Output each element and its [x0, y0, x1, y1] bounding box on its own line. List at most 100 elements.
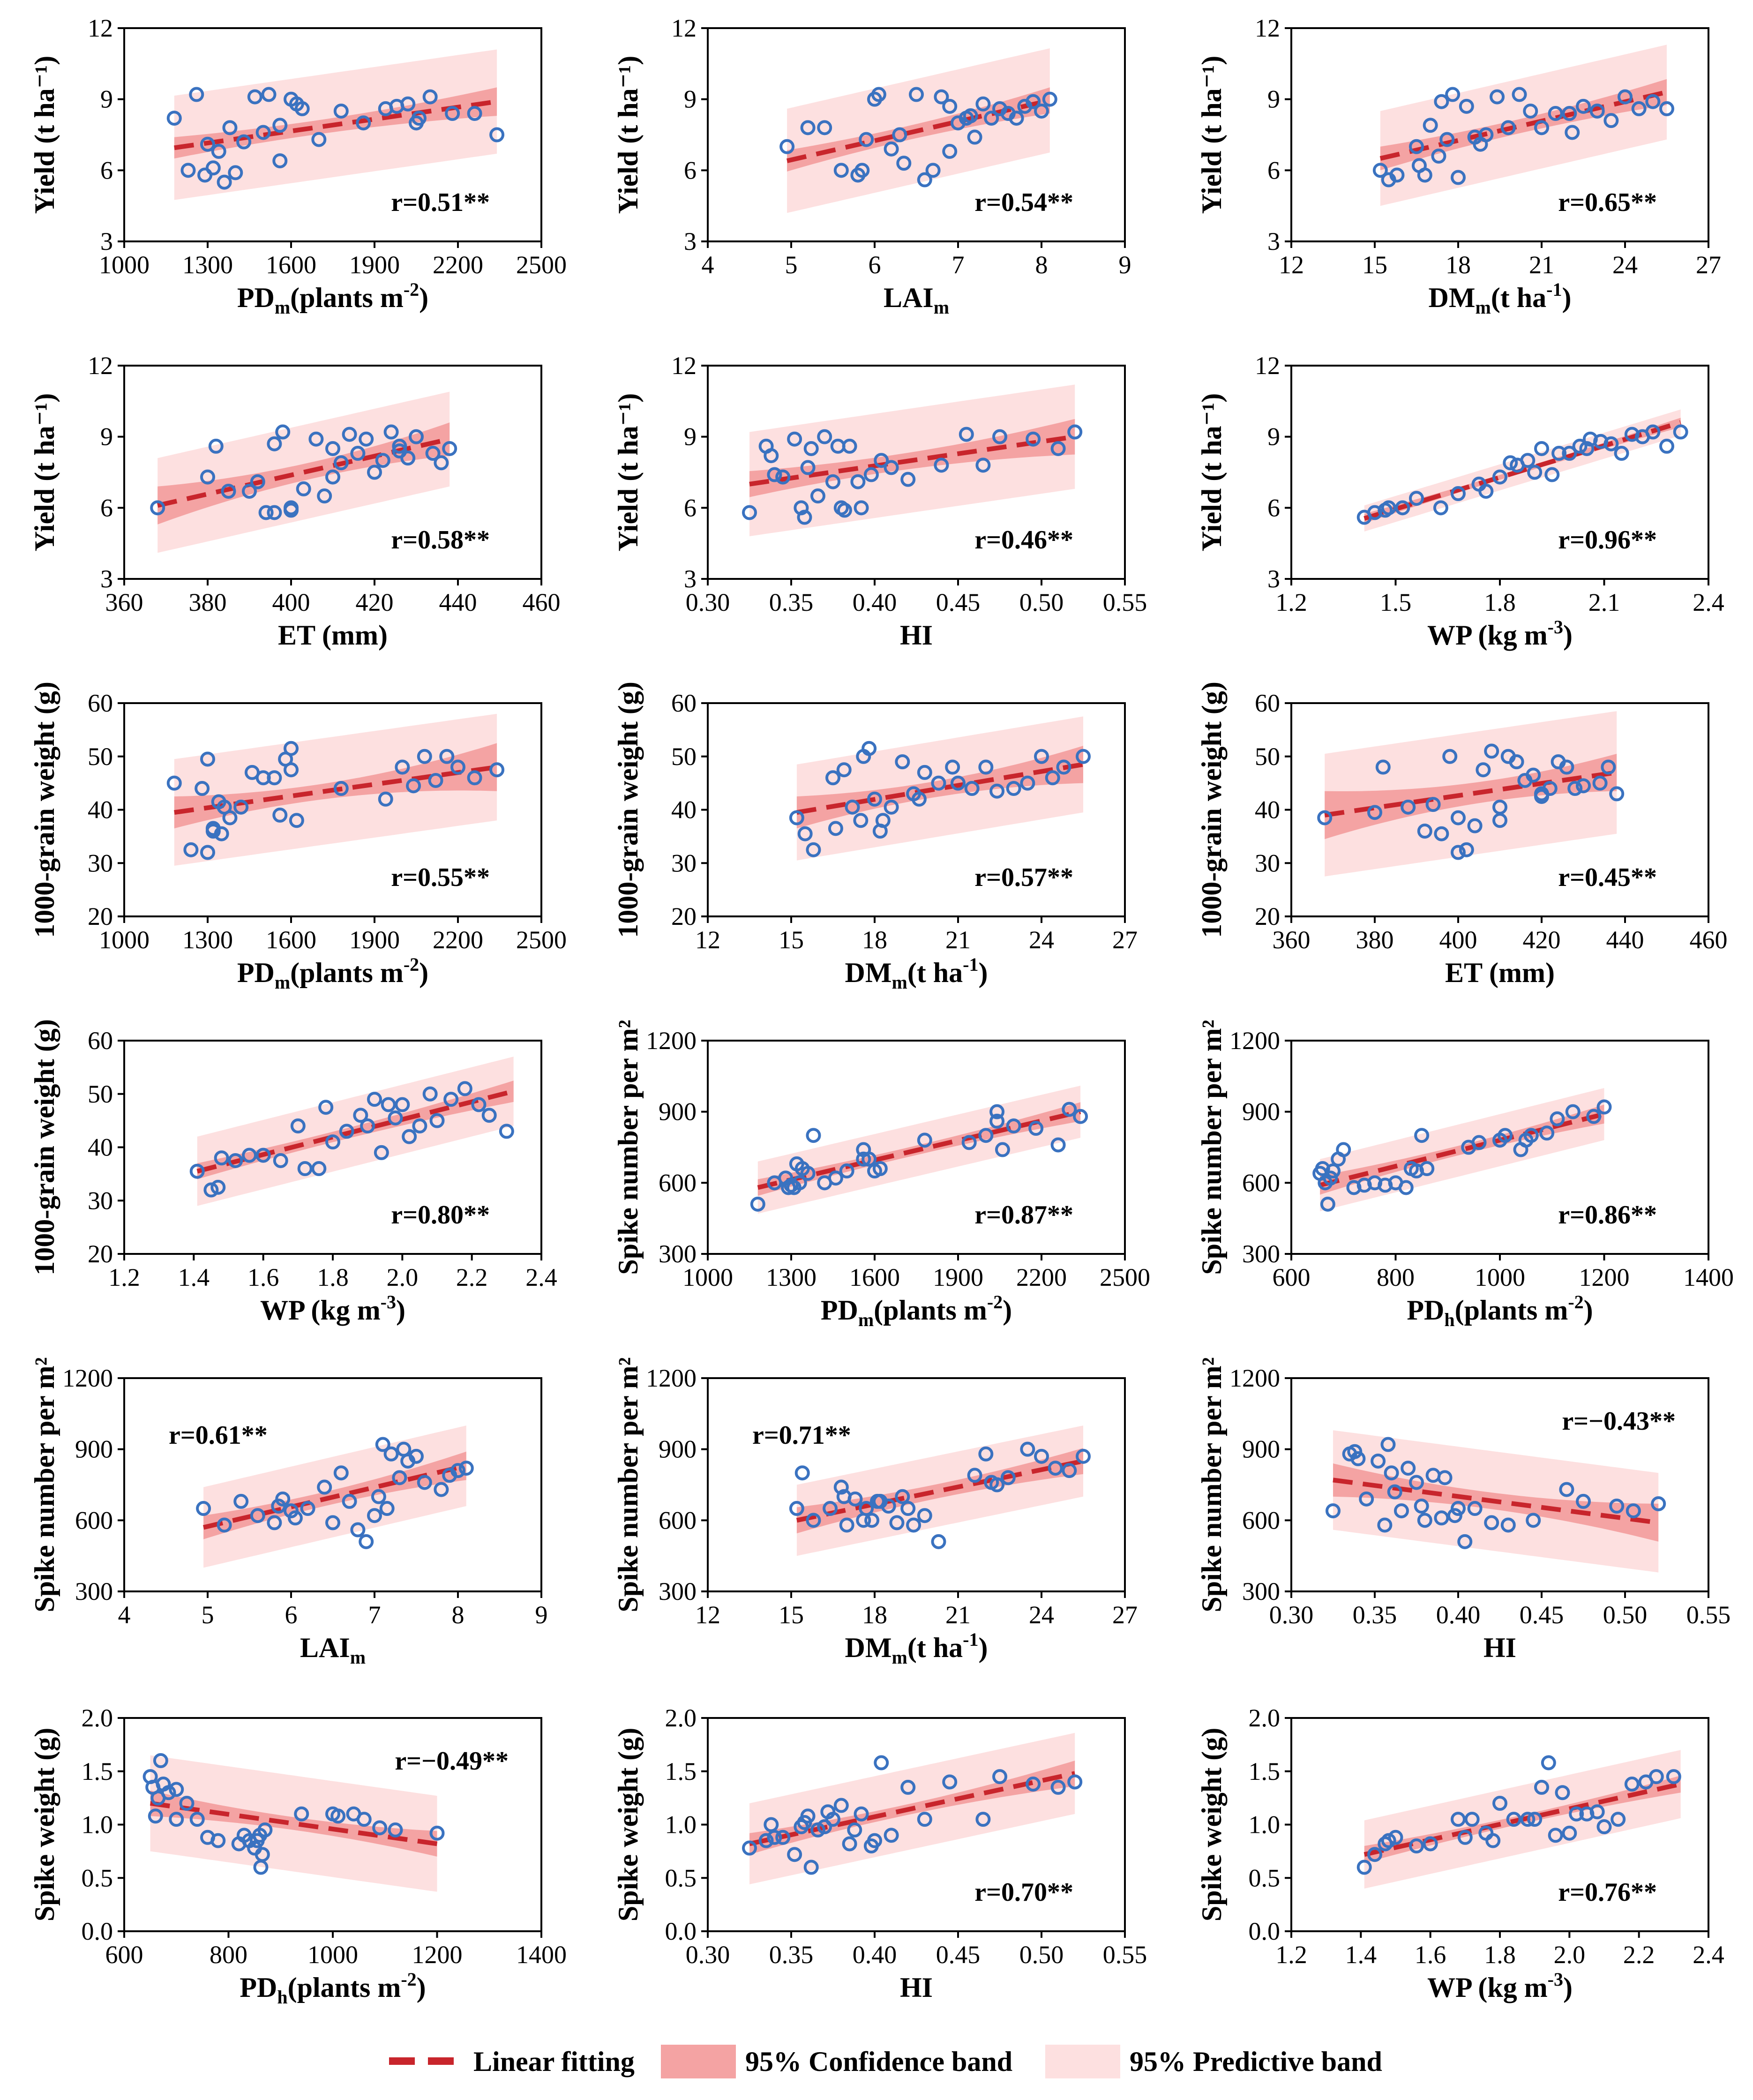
- x-tick-label: 0.30: [686, 1941, 730, 1969]
- data-point: [272, 153, 288, 169]
- x-tick-label: 1.2: [108, 1263, 140, 1291]
- data-point: [945, 759, 960, 775]
- x-tick-label: 0.50: [1603, 1601, 1648, 1629]
- data-point: [169, 1782, 184, 1797]
- x-label-end: ): [978, 957, 988, 988]
- data-point: [896, 156, 912, 171]
- x-tick-label: 1.4: [178, 1263, 210, 1291]
- data-point: [317, 1479, 332, 1495]
- x-tick-label: 1.2: [1275, 1941, 1307, 1969]
- x-label-sub: m: [1475, 297, 1491, 318]
- x-label-main: PD: [1407, 1295, 1444, 1326]
- x-tick-label: 2200: [1016, 1263, 1067, 1291]
- x-label-main: ET (mm): [1445, 957, 1555, 988]
- data-point: [1006, 781, 1021, 796]
- x-tick-label: 2500: [516, 251, 567, 279]
- data-point: [1317, 810, 1333, 825]
- correlation-label: r=0.61**: [169, 1421, 268, 1450]
- y-tick-label: 600: [659, 1506, 697, 1534]
- y-tick-label: 900: [75, 1435, 113, 1463]
- data-point: [1509, 754, 1524, 770]
- x-tick-label: 440: [439, 588, 477, 616]
- data-point: [236, 134, 252, 150]
- x-tick-label: 0.55: [1103, 1941, 1147, 1969]
- x-tick-label: 0.55: [1686, 1601, 1731, 1629]
- y-tick-label: 60: [88, 1027, 113, 1055]
- data-point: [442, 441, 457, 456]
- x-tick-label: 600: [1273, 1263, 1311, 1291]
- x-tick-label: 1900: [933, 1263, 983, 1291]
- data-point: [1624, 1777, 1640, 1792]
- y-tick-label: 1.5: [1249, 1757, 1281, 1785]
- y-tick-label: 900: [1242, 1435, 1280, 1463]
- data-point: [1350, 1451, 1366, 1466]
- data-point: [233, 799, 249, 815]
- y-tick-label: 300: [75, 1577, 113, 1605]
- x-tick-label: 4: [118, 1601, 131, 1629]
- y-tick-label: 2.0: [1249, 1704, 1281, 1732]
- data-point: [289, 813, 304, 828]
- x-tick-label: 2.4: [1693, 1941, 1724, 1969]
- x-label-end: ): [396, 1295, 405, 1326]
- data-point: [856, 1151, 871, 1167]
- data-point: [222, 120, 238, 135]
- data-point: [1645, 94, 1661, 109]
- data-point: [325, 469, 340, 485]
- data-point: [1451, 170, 1466, 185]
- data-point: [1356, 1860, 1372, 1875]
- x-label-sup: -2: [987, 1291, 1003, 1312]
- x-label-main: PD: [240, 1972, 277, 2003]
- y-tick-label: 1200: [646, 1364, 697, 1392]
- data-point: [222, 810, 238, 825]
- data-point: [367, 1508, 382, 1523]
- x-axis-label: DMm(t ha-1): [1429, 279, 1572, 318]
- data-point: [1503, 455, 1518, 471]
- chart-panel-10: 1.2 1.4 1.6 1.8 2.0 2.2 2.4 20 30 40 50 60 WP (kg m-…: [29, 1019, 557, 1326]
- data-point: [1434, 94, 1449, 109]
- y-tick-label: 1200: [1229, 1364, 1280, 1392]
- data-point: [200, 136, 215, 152]
- data-point: [789, 810, 804, 825]
- x-tick-label: 0.55: [1103, 588, 1147, 616]
- data-point: [1403, 1161, 1419, 1176]
- correlation-label: r=0.46**: [974, 525, 1073, 555]
- data-point: [383, 424, 399, 440]
- data-point: [800, 460, 816, 475]
- data-point: [951, 775, 966, 791]
- y-tick-label: 1.0: [665, 1811, 697, 1839]
- data-point: [1541, 1755, 1556, 1770]
- correlation-label: r=0.57**: [974, 863, 1073, 892]
- data-point: [287, 1510, 303, 1526]
- data-point: [789, 1501, 804, 1516]
- data-point: [964, 781, 980, 796]
- data-point: [481, 1108, 497, 1123]
- data-point: [1592, 775, 1608, 791]
- data-point: [839, 1517, 854, 1533]
- x-tick-label: 15: [1362, 251, 1387, 279]
- data-point: [1548, 1828, 1563, 1843]
- data-point: [1377, 1517, 1393, 1533]
- data-point: [409, 115, 424, 131]
- x-tick-label: 18: [862, 1601, 887, 1629]
- data-point: [1437, 1470, 1453, 1485]
- data-point: [1562, 446, 1577, 461]
- x-tick-label: 1300: [182, 251, 233, 279]
- fit-line: [1333, 1478, 1659, 1525]
- data-point: [166, 775, 182, 791]
- data-point: [1611, 1812, 1626, 1827]
- y-tick-label: 900: [659, 1435, 697, 1463]
- x-tick-label: 1.8: [317, 1263, 349, 1291]
- x-label-main: DM: [845, 957, 892, 988]
- x-axis-label: WP (kg m-3): [1427, 1969, 1573, 2003]
- y-tick-label: 3: [684, 227, 697, 255]
- data-point: [1467, 1501, 1483, 1516]
- data-point: [862, 741, 877, 756]
- data-point: [1551, 446, 1567, 461]
- data-point: [388, 1822, 403, 1838]
- x-label-main: DM: [845, 1632, 892, 1663]
- legend-fit-label: Linear fitting: [473, 2046, 635, 2077]
- data-point: [1388, 1175, 1403, 1191]
- data-point: [250, 1508, 265, 1523]
- data-point: [378, 791, 393, 807]
- data-point: [992, 1769, 1007, 1785]
